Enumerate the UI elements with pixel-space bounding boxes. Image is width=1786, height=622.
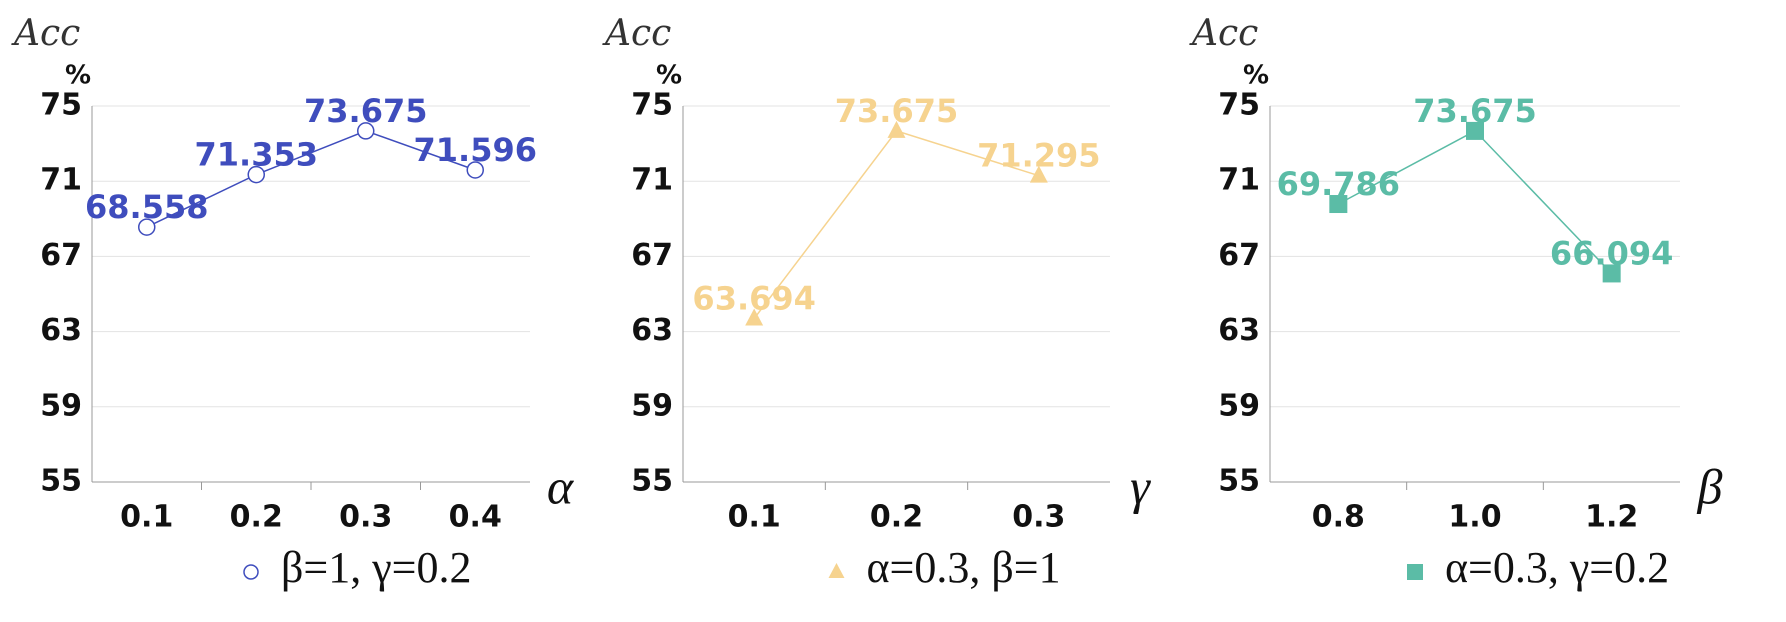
y-tick-label: 75 [40,88,82,123]
y-unit: % [1243,61,1269,91]
y-tick-label: 63 [40,313,82,348]
x-tick-label: 0.3 [339,500,392,535]
y-title: Acc [11,13,80,54]
value-label: 71.295 [977,137,1100,175]
marker [466,161,484,179]
x-tick-label: 1.2 [1585,500,1638,535]
y-tick-label: 55 [40,464,82,499]
y-title: Acc [602,13,671,54]
marker [1329,195,1348,214]
marker [357,122,375,140]
y-tick-label: 71 [631,163,673,198]
y-unit: % [656,61,682,91]
legend-marker [243,564,259,580]
value-label: 73.675 [835,92,958,130]
marker [1466,121,1484,140]
y-tick-label: 59 [631,388,673,423]
legend-label: β=1, γ=0.2 [281,543,471,592]
y-tick-label: 75 [631,88,673,123]
line [146,130,476,228]
value-label: 68.558 [85,188,208,226]
y-tick-label: 67 [1218,238,1260,273]
marker [745,308,764,326]
y-tick-label: 67 [631,238,673,273]
legend-marker [1407,564,1423,580]
x-tick-label: 0.8 [1312,500,1365,535]
value-label: 63.694 [692,280,815,318]
x-tick-label: 0.4 [449,500,502,535]
marker [887,120,906,138]
value-label: 73.675 [1413,92,1536,130]
y-title: Acc [1189,13,1258,54]
x-tick-label: 0.2 [230,500,283,535]
marker [138,218,156,236]
marker [1029,165,1048,183]
y-tick-label: 75 [1218,88,1260,123]
value-label: 66.094 [1550,234,1673,272]
x-title: β [1697,458,1723,514]
x-tick-label: 0.3 [1012,500,1065,535]
value-label: 71.596 [414,131,537,169]
x-tick-label: 0.1 [728,500,781,535]
legend-label: α=0.3, β=1 [867,543,1061,592]
x-title: γ [1130,458,1151,514]
y-tick-label: 55 [1218,464,1260,499]
legend-marker [828,563,845,578]
value-label: 73.675 [304,92,427,130]
y-tick-label: 59 [1218,388,1260,423]
y-tick-label: 55 [631,464,673,499]
y-tick-label: 63 [1218,313,1260,348]
x-title: α [547,458,575,514]
legend-label: α=0.3, γ=0.2 [1445,543,1669,592]
y-tick-label: 71 [1218,163,1260,198]
y-tick-label: 71 [40,163,82,198]
y-tick-label: 63 [631,313,673,348]
marker [247,165,265,184]
y-tick-label: 67 [40,238,82,273]
marker [1602,264,1621,283]
x-tick-label: 0.1 [120,500,173,535]
y-unit: % [65,61,91,91]
y-tick-label: 59 [40,388,82,423]
x-tick-label: 0.2 [870,500,923,535]
value-label: 69.786 [1277,165,1400,203]
value-label: 71.353 [195,136,318,174]
x-tick-label: 1.0 [1448,500,1501,535]
